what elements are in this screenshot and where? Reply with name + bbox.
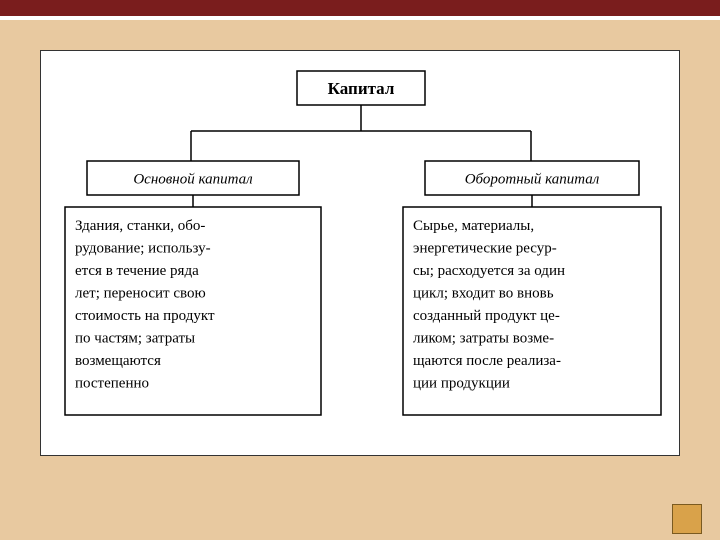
child-title-fixed: Основной капитал [133,171,253,187]
child-body-line: стоимость на продукт [75,308,215,324]
child-body-line: постепенно [75,376,149,392]
child-body-line: по частям; затраты [75,331,195,347]
child-body-line: ликом; затраты возме- [413,331,554,347]
child-body-line: Здания, станки, обо- [75,218,205,234]
nav-icon[interactable] [672,504,702,534]
child-body-line: ется в течение ряда [75,263,199,279]
child-body-line: созданный продукт це- [413,308,560,324]
child-body-line: сы; расходуется за один [413,263,565,279]
child-body-line: Сырье, материалы, [413,218,534,234]
child-body-line: рудование; использу- [75,241,211,257]
child-title-working: Оборотный капитал [465,171,600,187]
child-body-line: возмещаются [75,353,161,369]
child-body-line: ции продукции [413,376,510,392]
slide-background: Капитал Основной капитал Здания, станки, о… [0,0,720,540]
diagram-card: Капитал Основной капитал Здания, станки, о… [40,50,680,456]
child-body-line: щаются после реализа- [413,353,561,369]
top-divider [0,16,720,20]
child-body-line: энергетические ресур- [413,241,557,257]
child-body-line: цикл; входит во вновь [413,286,554,302]
capital-tree-diagram: Капитал Основной капитал Здания, станки, о… [41,51,679,455]
root-label: Капитал [328,79,395,98]
child-body-line: лет; переносит свою [75,286,206,302]
